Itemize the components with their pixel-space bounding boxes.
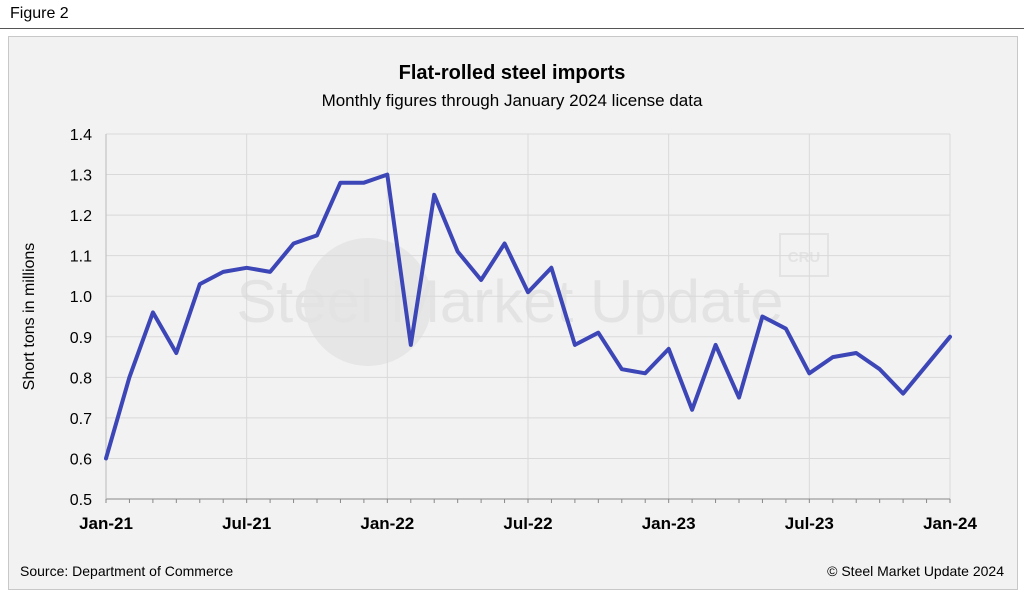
top-rule <box>0 28 1024 29</box>
x-tick-label: Jul-21 <box>222 514 271 533</box>
copyright-note: © Steel Market Update 2024 <box>827 563 1004 579</box>
vertical-gridlines <box>246 134 951 499</box>
chart-subtitle: Monthly figures through January 2024 lic… <box>321 91 703 110</box>
y-tick-label: 1.0 <box>70 289 92 306</box>
data-point <box>338 181 342 185</box>
y-tick-label: 0.8 <box>70 370 92 387</box>
x-tick-label: Jan-24 <box>923 514 977 533</box>
x-tick-labels: Jan-21 Jul-21 Jan-22 Jul-22 Jan-23 Jul-23 Jan-… <box>79 514 977 533</box>
y-tick-label: 0.6 <box>70 451 92 468</box>
data-point <box>456 250 460 254</box>
data-point <box>174 351 178 355</box>
data-point <box>643 371 647 375</box>
data-point <box>784 327 788 331</box>
x-tick-label: Jan-22 <box>360 514 414 533</box>
watermark-badge <box>779 233 829 277</box>
data-point <box>596 331 600 335</box>
data-point <box>479 278 483 282</box>
data-point <box>151 310 155 314</box>
data-point <box>409 343 413 347</box>
y-tick-label: 1.2 <box>70 208 92 225</box>
y-tick-label: 0.7 <box>70 411 92 428</box>
axes <box>105 134 951 503</box>
data-point <box>948 335 952 339</box>
y-tick-labels: 0.5 0.6 0.7 0.8 0.9 1.0 1.1 1.2 1.3 1.4 <box>70 127 92 509</box>
figure-label: Figure 2 <box>10 5 69 22</box>
y-tick-label: 1.1 <box>70 249 92 266</box>
chart-title: Flat-rolled steel imports <box>398 62 626 84</box>
x-tick-label: Jan-23 <box>642 514 696 533</box>
data-point <box>573 343 577 347</box>
x-tick-label: Jan-21 <box>79 514 133 533</box>
data-point <box>292 242 296 246</box>
series-line <box>104 172 952 461</box>
data-point <box>760 315 764 319</box>
data-point <box>198 282 202 286</box>
chart-panel <box>8 36 1018 590</box>
data-point <box>549 266 553 270</box>
data-point <box>831 355 835 359</box>
source-note: Source: Department of Commerce <box>20 563 234 579</box>
data-point <box>854 351 858 355</box>
x-tick-label: Jul-23 <box>785 514 834 533</box>
y-tick-label: 0.5 <box>70 492 92 509</box>
y-tick-label: 1.4 <box>70 127 92 144</box>
y-axis-label: Short tons in millions <box>21 243 38 391</box>
data-point <box>221 270 225 274</box>
watermark-badge-text: CRU <box>788 249 821 266</box>
y-tick-label: 0.9 <box>70 330 92 347</box>
data-point <box>104 456 108 460</box>
data-point <box>503 242 507 246</box>
data-point <box>127 375 131 379</box>
data-point <box>878 367 882 371</box>
data-point <box>690 408 694 412</box>
data-point <box>245 266 249 270</box>
data-point <box>714 343 718 347</box>
data-point <box>362 181 366 185</box>
data-point <box>620 367 624 371</box>
data-point <box>432 193 436 197</box>
y-tick-label: 1.3 <box>70 168 92 185</box>
data-point <box>737 396 741 400</box>
data-point <box>807 371 811 375</box>
x-tick-label: Jul-22 <box>503 514 552 533</box>
data-point <box>667 347 671 351</box>
data-point <box>315 233 319 237</box>
watermark: Steel Market Update CRU <box>237 233 829 366</box>
data-point <box>901 392 905 396</box>
data-point <box>385 173 389 177</box>
data-point <box>526 290 530 294</box>
data-point <box>268 270 272 274</box>
watermark-text: Steel Market Update <box>237 268 784 335</box>
data-point <box>925 363 929 367</box>
